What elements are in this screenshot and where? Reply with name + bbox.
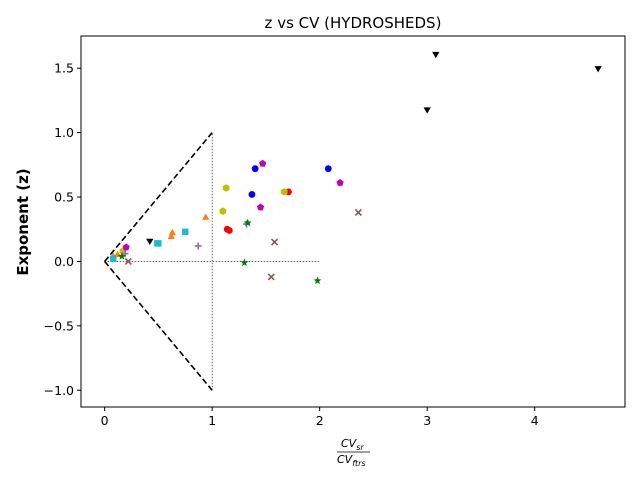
y-tick-label: 0.5 bbox=[54, 190, 74, 205]
y-tick-label: −1.0 bbox=[44, 383, 74, 398]
x-tick-label: 0 bbox=[101, 413, 109, 428]
x-tick-label: 4 bbox=[531, 413, 539, 428]
data-point-triangle-down bbox=[432, 51, 440, 59]
chart-title: z vs CV (HYDROSHEDS) bbox=[265, 14, 442, 32]
data-point-square bbox=[182, 228, 189, 236]
y-tick-label: −0.5 bbox=[44, 318, 74, 333]
data-point-triangle-down bbox=[423, 107, 431, 114]
x-label-numerator: CVsr bbox=[341, 437, 364, 452]
reference-lines bbox=[104, 132, 320, 391]
data-point-x bbox=[270, 238, 279, 246]
y-axis-ticks: −1.0 −0.5 0.0 0.5 1.0 1.5 bbox=[44, 61, 81, 398]
data-point-square bbox=[154, 240, 161, 247]
data-point-pentagon bbox=[256, 203, 265, 211]
data-point-circle bbox=[248, 191, 256, 198]
data-point-circle bbox=[324, 165, 332, 173]
y-tick-label: 1.0 bbox=[54, 125, 74, 140]
reference-line-triangle-lower bbox=[104, 260, 213, 391]
data-point-pentagon bbox=[122, 243, 130, 251]
data-point-circle bbox=[251, 165, 259, 173]
x-label-denominator: CVftrs bbox=[337, 453, 366, 468]
data-point-triangle-down bbox=[594, 66, 602, 73]
data-point-plus bbox=[121, 250, 129, 258]
data-point-hexagon bbox=[280, 188, 288, 196]
data-point-star bbox=[117, 252, 126, 260]
data-point-plus bbox=[194, 242, 202, 250]
data-point-square bbox=[110, 255, 117, 263]
data-point-triangle-up bbox=[167, 232, 175, 240]
plot-frame bbox=[80, 35, 626, 408]
data-point-x bbox=[267, 273, 275, 281]
y-axis-label: Exponent (z) bbox=[14, 168, 32, 275]
data-point-hexagon bbox=[219, 207, 227, 215]
y-tick-label: 1.5 bbox=[54, 61, 74, 76]
data-point-star bbox=[240, 258, 249, 267]
data-point-x bbox=[354, 208, 362, 217]
x-axis-label: CVsr CVftrs bbox=[337, 437, 370, 468]
data-point-circle bbox=[225, 227, 233, 234]
x-axis-ticks: 0 1 2 3 4 bbox=[101, 407, 539, 428]
x-tick-label: 1 bbox=[208, 413, 216, 428]
data-point-triangle-down bbox=[146, 238, 154, 246]
data-point-star bbox=[313, 276, 322, 285]
y-tick-label: 0.0 bbox=[54, 254, 74, 269]
data-point-triangle-up bbox=[202, 213, 210, 220]
data-point-x bbox=[124, 257, 132, 265]
reference-line-triangle-upper bbox=[104, 132, 213, 262]
data-point-hexagon bbox=[222, 184, 230, 192]
data-point-triangle-up bbox=[168, 228, 177, 236]
x-tick-label: 3 bbox=[423, 413, 431, 428]
x-tick-label: 2 bbox=[316, 413, 324, 428]
data-point-pentagon bbox=[259, 159, 267, 167]
data-point-pentagon bbox=[336, 179, 344, 186]
data-points bbox=[109, 51, 602, 285]
data-point-star bbox=[243, 218, 252, 227]
